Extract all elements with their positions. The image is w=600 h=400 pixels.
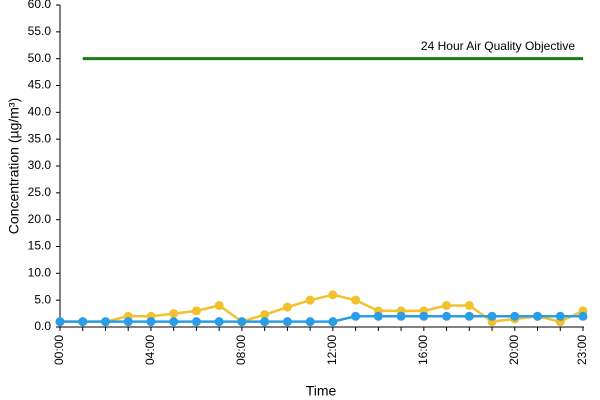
data-point — [328, 317, 338, 327]
data-point — [260, 317, 270, 327]
y-tick-label: 40.0 — [28, 105, 52, 119]
data-point — [510, 311, 520, 321]
y-tick-label: 50.0 — [28, 51, 52, 65]
y-tick-label: 55.0 — [28, 24, 52, 38]
data-point — [214, 301, 224, 311]
data-point — [396, 311, 406, 321]
data-point — [100, 317, 110, 327]
y-tick-label: 35.0 — [28, 131, 52, 145]
y-tick-label: 30.0 — [28, 158, 52, 172]
data-point — [123, 317, 133, 327]
data-point — [237, 317, 247, 327]
data-point — [55, 317, 65, 327]
annotation: 24 Hour Air Quality Objective — [421, 39, 575, 53]
data-point — [373, 311, 383, 321]
data-point — [555, 311, 565, 321]
data-point — [419, 311, 429, 321]
data-point — [146, 317, 156, 327]
y-tick-label: 5.0 — [34, 292, 51, 306]
data-point — [487, 311, 497, 321]
data-point — [191, 317, 201, 327]
data-point — [78, 317, 88, 327]
x-tick-label: 20:00 — [507, 335, 521, 365]
x-tick-label: 00:00 — [52, 335, 66, 365]
y-tick-label: 0.0 — [34, 319, 51, 333]
y-tick-label: 20.0 — [28, 212, 52, 226]
x-tick-label: 08:00 — [234, 335, 248, 365]
data-point — [191, 306, 201, 316]
x-tick-label: 04:00 — [143, 335, 157, 365]
y-tick-label: 60.0 — [28, 0, 52, 11]
data-point — [442, 311, 452, 321]
data-point — [214, 317, 224, 327]
data-point — [282, 317, 292, 327]
y-tick-label: 10.0 — [28, 266, 52, 280]
data-point — [351, 295, 361, 305]
series-line — [60, 293, 584, 324]
data-point — [464, 311, 474, 321]
data-point — [351, 311, 361, 321]
data-point — [305, 295, 315, 305]
data-point — [464, 301, 474, 311]
x-tick-label: 23:00 — [575, 335, 589, 365]
y-axis-title: Concentration (µg/m³) — [6, 98, 22, 234]
y-tick-label: 15.0 — [28, 239, 52, 253]
y-tick-label: 45.0 — [28, 78, 52, 92]
x-tick-label: 16:00 — [416, 335, 430, 365]
x-tick-label: 12:00 — [325, 335, 339, 365]
x-axis-title: Time — [306, 383, 337, 399]
data-point — [328, 290, 338, 300]
data-point — [169, 317, 179, 327]
data-point — [305, 317, 315, 327]
data-point — [533, 311, 543, 321]
y-tick-label: 25.0 — [28, 185, 52, 199]
data-point — [169, 309, 179, 319]
data-point — [282, 302, 292, 312]
data-point — [442, 301, 452, 311]
data-point — [578, 311, 588, 321]
